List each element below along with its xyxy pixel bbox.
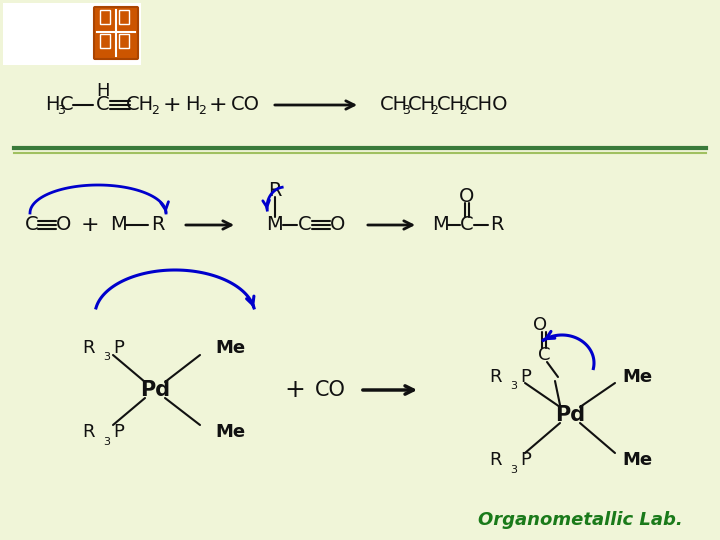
Text: O: O (330, 215, 346, 234)
Text: CO: CO (315, 380, 346, 400)
Text: R: R (490, 215, 504, 234)
Text: R: R (151, 215, 165, 234)
Text: GANGNEUNG NATIONAL UNIVERSITY: GANGNEUNG NATIONAL UNIVERSITY (7, 12, 107, 17)
Text: R: R (83, 339, 95, 357)
Text: R: R (269, 180, 282, 199)
Text: H: H (45, 96, 59, 114)
Bar (119, 34, 129, 48)
Text: Me: Me (215, 339, 245, 357)
Text: P: P (113, 423, 124, 441)
Text: P: P (520, 451, 531, 469)
Text: R: R (490, 451, 502, 469)
Text: +: + (81, 215, 99, 235)
Text: CO: CO (230, 96, 259, 114)
Text: +: + (163, 95, 181, 115)
Text: O: O (459, 187, 474, 206)
Text: C: C (60, 96, 74, 114)
Text: CH: CH (437, 96, 465, 114)
Text: +: + (209, 95, 228, 115)
Text: P: P (113, 339, 124, 357)
Text: 2: 2 (459, 104, 467, 117)
Text: Pd: Pd (140, 380, 170, 400)
Text: 3: 3 (510, 465, 517, 475)
Bar (3, 3, 141, 65)
Text: 2: 2 (198, 104, 206, 117)
Text: M: M (266, 215, 284, 234)
Bar (100, 34, 110, 48)
Text: Me: Me (215, 423, 245, 441)
Text: C: C (460, 215, 474, 234)
Text: O: O (56, 215, 72, 234)
Bar (100, 10, 110, 24)
Text: Organometallic Lab.: Organometallic Lab. (477, 511, 683, 529)
Text: 2: 2 (430, 104, 438, 117)
Text: 강릉대학교: 강릉대학교 (7, 25, 53, 40)
Text: O: O (533, 316, 547, 334)
Text: CH: CH (408, 96, 436, 114)
Text: 3: 3 (402, 104, 410, 117)
Text: CH: CH (380, 96, 408, 114)
Text: R: R (490, 368, 502, 386)
Text: Me: Me (622, 451, 652, 469)
Text: 3: 3 (103, 437, 110, 447)
Bar (119, 10, 129, 24)
Text: Pd: Pd (555, 405, 585, 425)
Text: 3: 3 (510, 381, 517, 391)
Text: 2: 2 (151, 104, 159, 117)
Text: P: P (520, 368, 531, 386)
Text: CHO: CHO (465, 96, 508, 114)
Text: 3: 3 (57, 104, 65, 117)
Text: CH: CH (126, 96, 154, 114)
Text: M: M (109, 215, 127, 234)
Text: +: + (284, 378, 305, 402)
Text: C: C (25, 215, 39, 234)
Text: H: H (96, 82, 109, 100)
Text: H: H (185, 96, 199, 114)
Text: C: C (96, 96, 110, 114)
Text: R: R (83, 423, 95, 441)
Text: C: C (298, 215, 312, 234)
FancyBboxPatch shape (94, 7, 138, 59)
Text: C: C (538, 346, 550, 364)
Text: M: M (431, 215, 449, 234)
Text: 3: 3 (103, 352, 110, 362)
Text: Me: Me (622, 368, 652, 386)
